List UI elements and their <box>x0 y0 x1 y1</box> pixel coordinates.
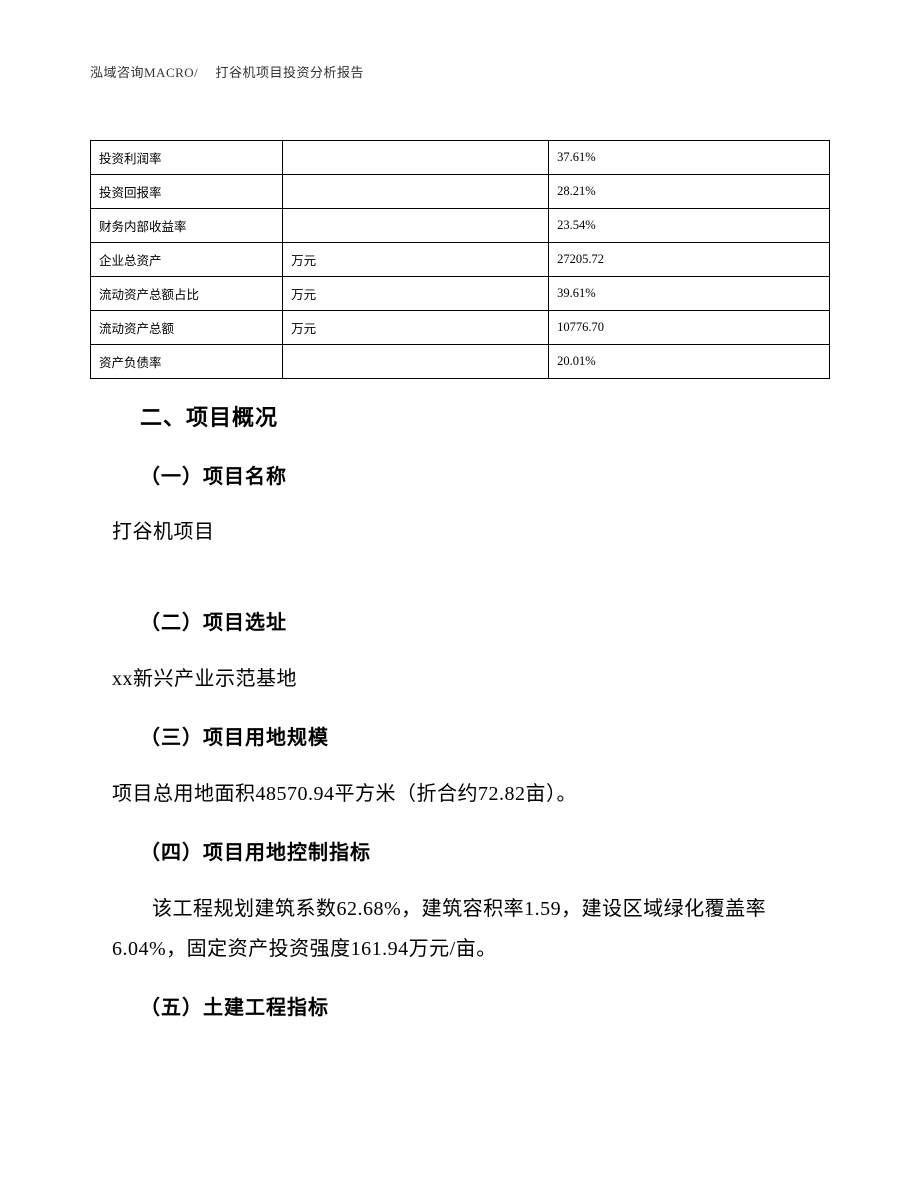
sub-heading-5: （五）土建工程指标 <box>140 991 812 1020</box>
table-row: 企业总资产 万元 27205.72 <box>91 243 830 277</box>
table-cell-unit <box>283 141 549 175</box>
table-cell-value: 23.54% <box>549 209 830 243</box>
table-cell-label: 流动资产总额占比 <box>91 277 283 311</box>
body-text-4: 该工程规划建筑系数62.68%，建筑容积率1.59，建设区域绿化覆盖率6.04%… <box>112 889 812 969</box>
sub-heading-3: （三）项目用地规模 <box>140 721 812 750</box>
sub-heading-2: （二）项目选址 <box>140 606 812 635</box>
table-row: 投资回报率 28.21% <box>91 175 830 209</box>
table-cell-label: 投资利润率 <box>91 141 283 175</box>
table-row: 财务内部收益率 23.54% <box>91 209 830 243</box>
body-text-2: xx新兴产业示范基地 <box>112 659 812 699</box>
table-cell-unit: 万元 <box>283 311 549 345</box>
table-cell-label: 财务内部收益率 <box>91 209 283 243</box>
table-cell-unit <box>283 345 549 379</box>
spacer <box>112 582 812 598</box>
table-row: 流动资产总额占比 万元 39.61% <box>91 277 830 311</box>
table-row: 资产负债率 20.01% <box>91 345 830 379</box>
table-cell-unit <box>283 175 549 209</box>
table-cell-label: 投资回报率 <box>91 175 283 209</box>
sub-heading-4: （四）项目用地控制指标 <box>140 836 812 865</box>
header-text: 泓域咨询MACRO/ 打谷机项目投资分析报告 <box>90 65 364 80</box>
table-row: 投资利润率 37.61% <box>91 141 830 175</box>
table-cell-unit <box>283 209 549 243</box>
table-cell-label: 流动资产总额 <box>91 311 283 345</box>
body-text-3: 项目总用地面积48570.94平方米（折合约72.82亩）。 <box>112 774 812 814</box>
table-cell-unit: 万元 <box>283 243 549 277</box>
financial-table: 投资利润率 37.61% 投资回报率 28.21% 财务内部收益率 23.54%… <box>90 140 830 379</box>
body-text-1: 打谷机项目 <box>112 513 812 552</box>
table-cell-value: 27205.72 <box>549 243 830 277</box>
financial-table-container: 投资利润率 37.61% 投资回报率 28.21% 财务内部收益率 23.54%… <box>90 140 830 379</box>
content-body: 二、项目概况 （一）项目名称 打谷机项目 （二）项目选址 xx新兴产业示范基地 … <box>112 400 812 1044</box>
sub-heading-1: （一）项目名称 <box>140 460 812 489</box>
table-cell-value: 10776.70 <box>549 311 830 345</box>
table-cell-value: 28.21% <box>549 175 830 209</box>
page-header: 泓域咨询MACRO/ 打谷机项目投资分析报告 <box>90 62 364 81</box>
table-cell-unit: 万元 <box>283 277 549 311</box>
table-cell-label: 企业总资产 <box>91 243 283 277</box>
table-cell-value: 39.61% <box>549 277 830 311</box>
table-row: 流动资产总额 万元 10776.70 <box>91 311 830 345</box>
table-cell-label: 资产负债率 <box>91 345 283 379</box>
table-cell-value: 37.61% <box>549 141 830 175</box>
table-cell-value: 20.01% <box>549 345 830 379</box>
section-title: 二、项目概况 <box>140 400 812 432</box>
